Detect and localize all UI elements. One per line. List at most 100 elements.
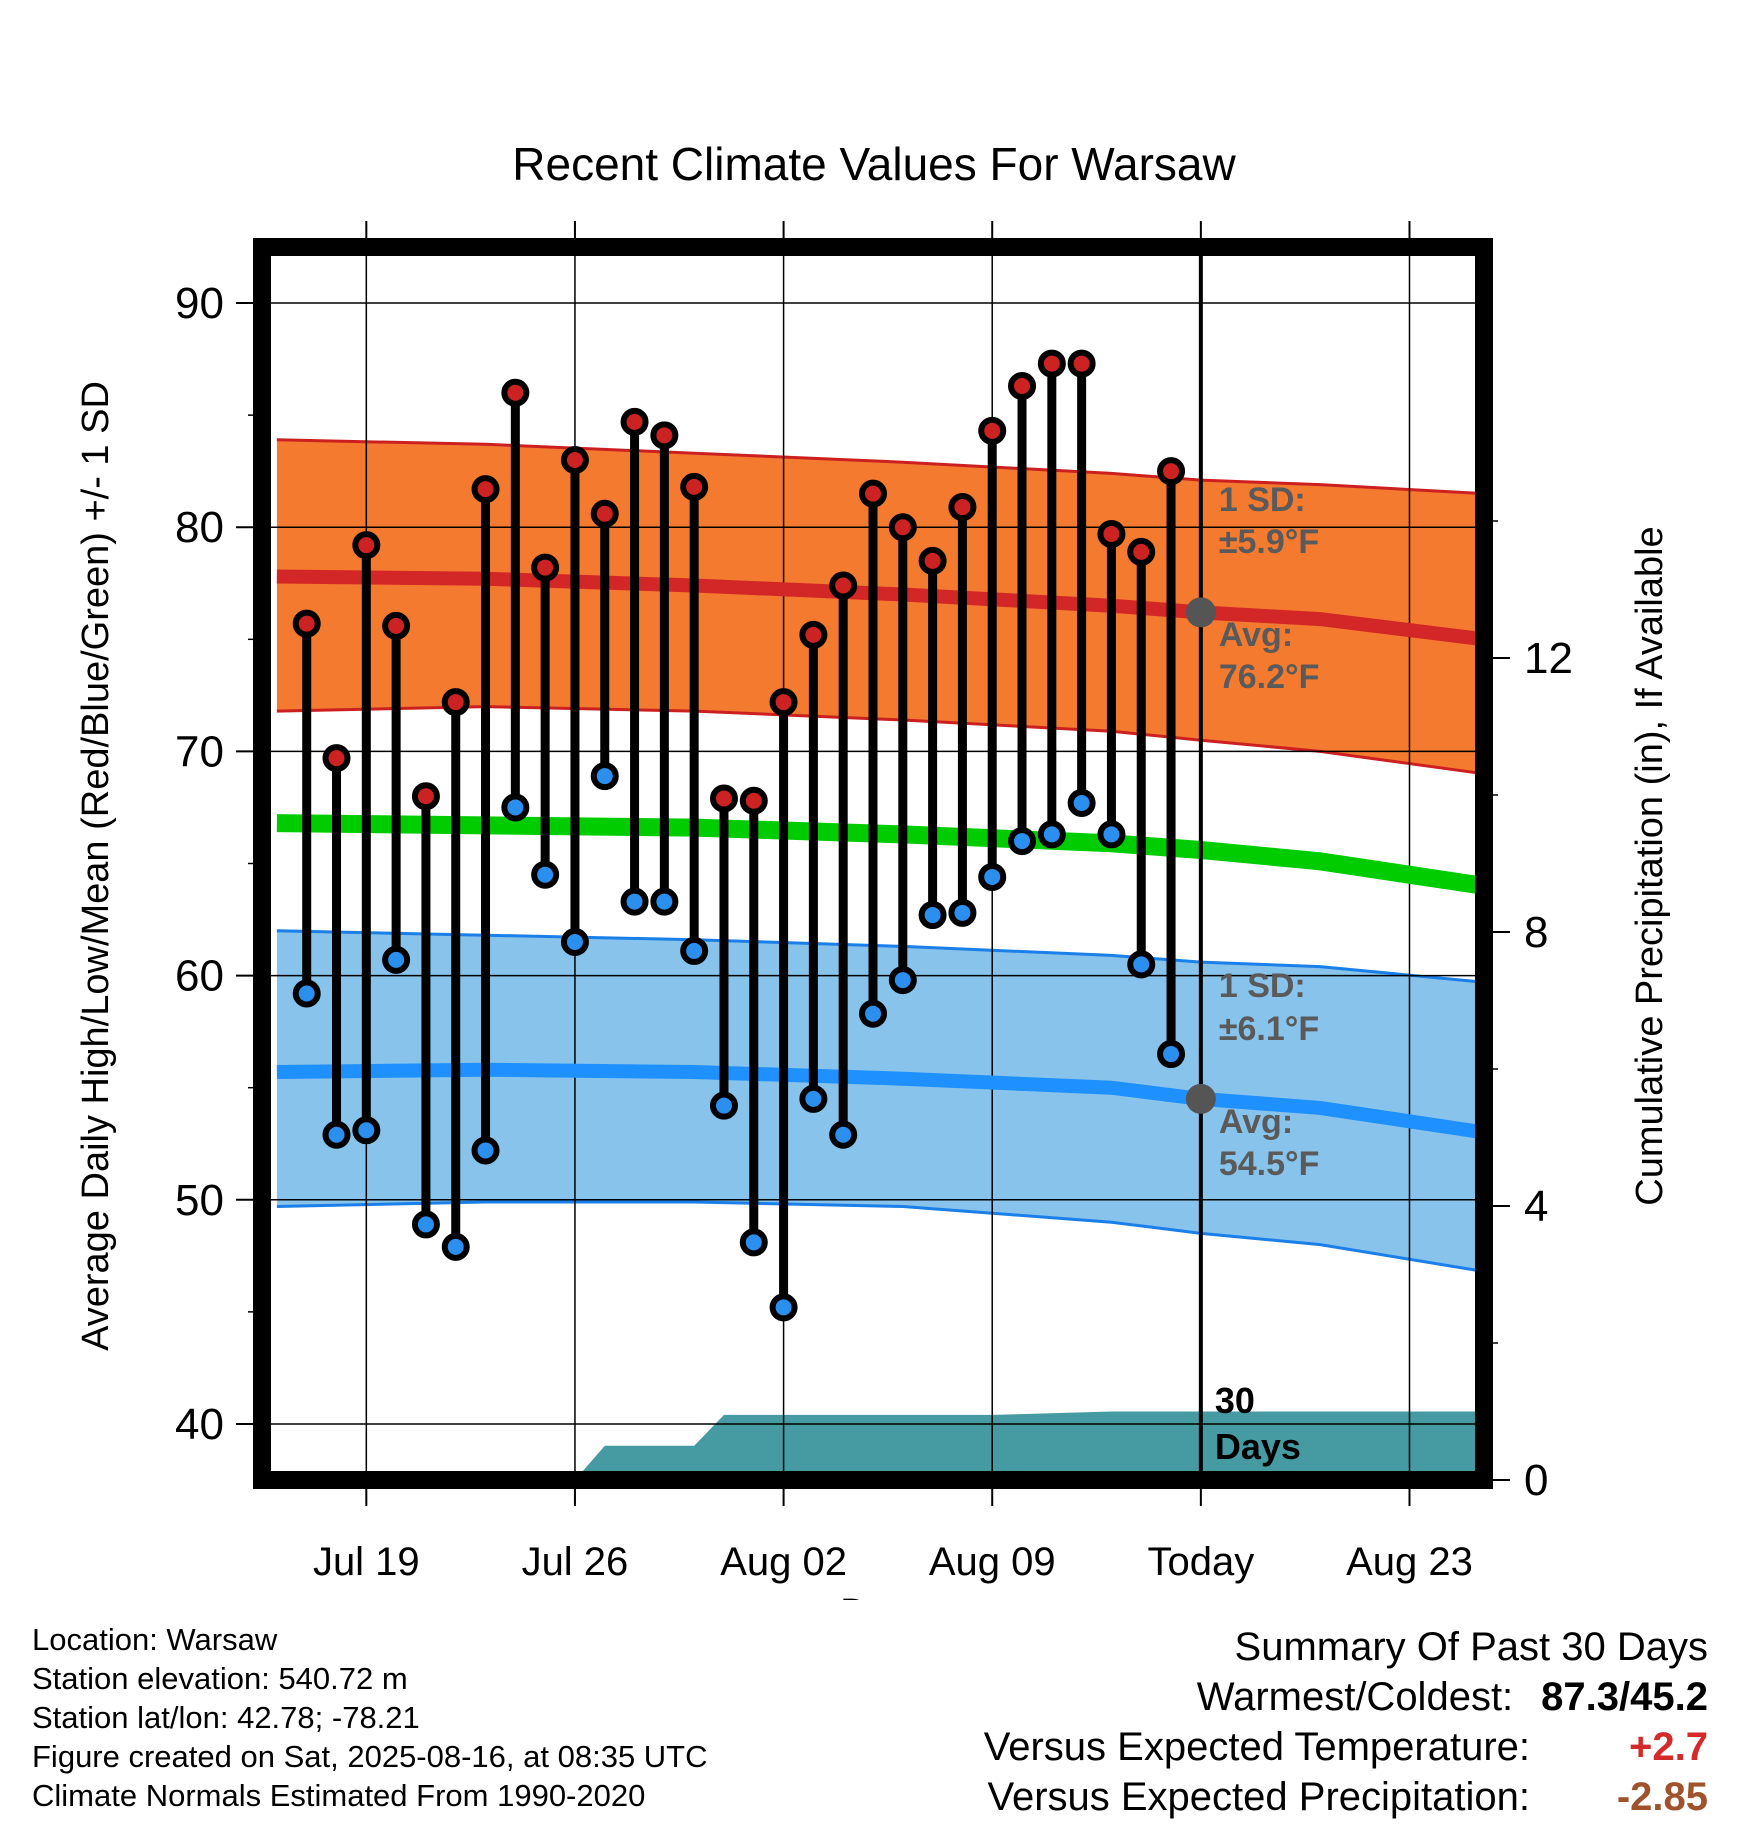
y2-axis-label: Cumulative Precipitation (in), If Availa… [1629, 526, 1671, 1205]
climate-chart: Recent Climate Values For Warsaw 1 SD: ±5… [75, 138, 1671, 1600]
daily-high-marker [799, 620, 828, 649]
daily-low-marker [560, 927, 589, 956]
low-sd-upper-edge [276, 929, 1485, 984]
daily-high-marker [680, 472, 709, 501]
daily-low-marker [441, 1232, 470, 1261]
temp-row: Versus Expected Temperature: +2.7 [984, 1722, 1708, 1772]
location-text: Location: Warsaw [32, 1622, 278, 1657]
x-tick-label: Aug 09 [929, 1540, 1056, 1584]
daily-low-marker [1097, 820, 1126, 849]
low-avg-label: Avg: [1219, 1103, 1293, 1141]
daily-high-marker [501, 378, 530, 407]
daily-low-marker [650, 887, 679, 916]
low-sd-label: 1 SD: [1219, 967, 1306, 1005]
daily-high-marker [560, 445, 589, 474]
daily-high-marker [382, 611, 411, 640]
daily-high-marker [769, 688, 798, 717]
chart-title: Recent Climate Values For Warsaw [512, 138, 1236, 190]
daily-low-marker [411, 1210, 440, 1239]
daily-high-marker [590, 499, 619, 528]
daily-high-marker [471, 475, 500, 504]
daily-high-marker [918, 546, 947, 575]
daily-low-marker [739, 1228, 768, 1257]
precip-area [262, 1411, 1484, 1480]
daily-low-marker [531, 860, 560, 889]
y2-tick-label: 0 [1524, 1456, 1548, 1505]
low-sd-lower-edge [276, 1200, 1485, 1273]
low-avg-line [276, 1062, 1486, 1140]
precip-row: Versus Expected Precipitation: -2.85 [984, 1772, 1708, 1822]
x-tick-label: Today [1147, 1540, 1254, 1584]
elevation-text: Station elevation: 540.72 m [32, 1661, 408, 1696]
temp-value: +2.7 [1629, 1725, 1708, 1769]
y2-tick-label: 8 [1524, 908, 1548, 957]
low-avg-value: 54.5°F [1219, 1145, 1320, 1183]
daily-low-marker [709, 1091, 738, 1120]
daily-low-marker [322, 1120, 351, 1149]
y-tick-label: 70 [175, 727, 224, 776]
daily-low-marker [1008, 827, 1037, 856]
low-sd-band [276, 930, 1484, 1272]
daily-high-marker [531, 553, 560, 582]
daily-high-marker [859, 479, 887, 508]
today-days-label: 30 [1215, 1380, 1255, 1421]
y-tick-label: 50 [175, 1176, 224, 1225]
y-tick-label: 90 [175, 279, 224, 328]
daily-low-marker [799, 1084, 828, 1113]
today-low-avg-marker [1185, 1083, 1216, 1114]
daily-high-marker [292, 609, 321, 638]
daily-low-marker [1157, 1040, 1186, 1069]
normals-text: Climate Normals Estimated From 1990-2020 [32, 1778, 646, 1813]
x-tick-label: Aug 02 [720, 1540, 847, 1584]
created-text: Figure created on Sat, 2025-08-16, at 08… [32, 1739, 708, 1774]
y-tick-label: 80 [175, 503, 224, 552]
daily-low-marker [769, 1293, 798, 1322]
today-days-label: Days [1215, 1426, 1301, 1467]
daily-low-marker [382, 945, 411, 974]
daily-high-marker [948, 493, 977, 522]
high-sd-lower-edge [276, 705, 1485, 776]
daily-high-marker [829, 571, 858, 600]
summary-panel: Summary Of Past 30 Days Warmest/Coldest:… [984, 1622, 1708, 1822]
daily-low-marker [292, 979, 321, 1008]
today-high-avg-marker [1185, 597, 1216, 628]
x-tick-label: Jul 19 [313, 1540, 420, 1584]
plot-area: 1 SD: ±5.9°F Avg: 76.2°F 1 SD: ±6.1°F Avg: 54.5… [175, 221, 1573, 1584]
temp-label: Versus Expected Temperature: [983, 1725, 1530, 1769]
high-avg-line [276, 569, 1485, 647]
high-avg-label: Avg: [1219, 616, 1293, 654]
plot-frame [253, 238, 1493, 1489]
daily-high-marker [888, 513, 917, 542]
daily-high-marker [1157, 457, 1186, 486]
daily-high-marker [1097, 519, 1126, 548]
latlon-text: Station lat/lon: 42.78; -78.21 [32, 1700, 420, 1735]
daily-low-marker [1127, 950, 1156, 979]
y-tick-label: 40 [175, 1400, 224, 1449]
high-avg-value: 76.2°F [1219, 658, 1320, 696]
precip-value: -2.85 [1616, 1775, 1708, 1819]
daily-low-marker [859, 999, 887, 1028]
daily-low-marker [888, 966, 917, 995]
daily-low-marker [948, 898, 977, 927]
station-info: Location: Warsaw Station elevation: 540.… [32, 1620, 708, 1815]
daily-high-marker [322, 744, 351, 773]
high-sd-upper-edge [276, 438, 1485, 496]
mean-line [276, 814, 1486, 895]
daily-low-marker [352, 1116, 381, 1145]
x-tick-label: Jul 26 [522, 1540, 629, 1584]
daily-high-marker [650, 421, 679, 450]
y-axis-label: Average Daily High/Low/Mean (Red/Blue/Gr… [75, 381, 117, 1351]
warm-cold-value: 87.3/45.2 [1541, 1675, 1708, 1719]
x-tick-label: Aug 23 [1346, 1540, 1473, 1584]
warm-cold-label: Warmest/Coldest: [1196, 1675, 1514, 1719]
daily-high-marker [352, 531, 381, 560]
daily-low-marker [978, 862, 1007, 891]
daily-low-marker [1067, 788, 1096, 817]
daily-high-marker [411, 782, 440, 811]
daily-high-marker [1127, 537, 1156, 566]
high-sd-value: ±5.9°F [1219, 523, 1319, 561]
daily-high-marker [1037, 349, 1066, 378]
daily-low-marker [501, 793, 530, 822]
daily-low-marker [590, 762, 619, 791]
daily-low-marker [680, 936, 709, 965]
